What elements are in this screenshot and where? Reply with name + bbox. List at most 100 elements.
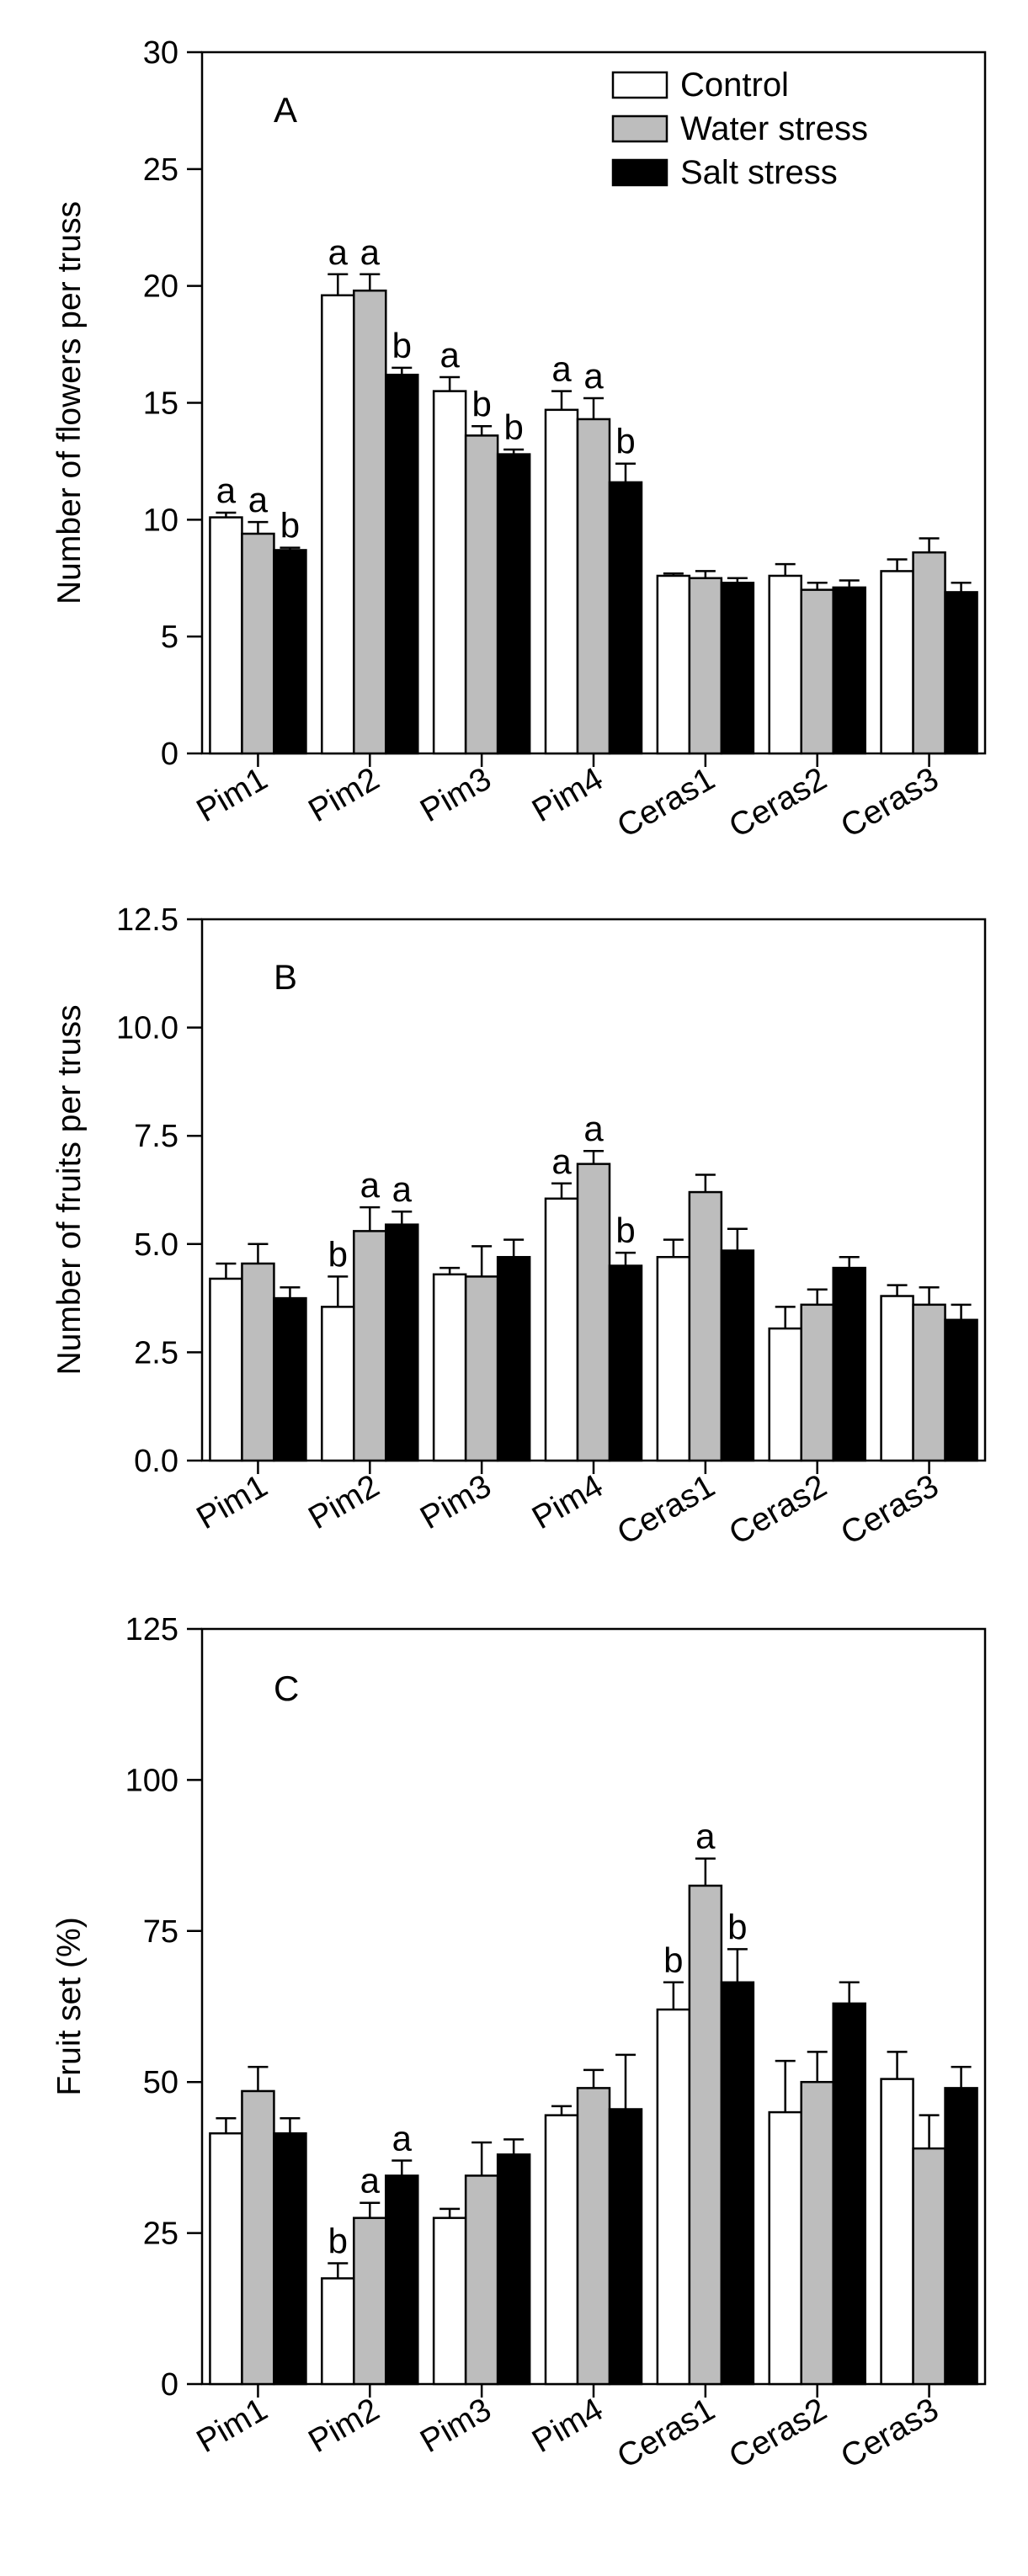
significance-letter: b	[328, 1234, 348, 1274]
x-tick-label: Ceras1	[611, 2392, 721, 2476]
y-tick-label: 30	[143, 35, 178, 71]
bar-control	[656, 1255, 691, 1462]
bar-water-stress	[241, 532, 275, 755]
bar-control	[432, 390, 467, 755]
bar-control	[432, 2217, 467, 2386]
x-tick-label: Ceras1	[611, 761, 721, 845]
bar-salt-stress	[944, 1318, 978, 1462]
significance-letter: a	[583, 1109, 604, 1148]
y-tick-label: 20	[143, 269, 178, 305]
legend-label: Salt stress	[680, 154, 838, 191]
bar-water-stress	[464, 1275, 499, 1462]
bar-control	[209, 516, 243, 755]
bar-salt-stress	[385, 1223, 419, 1462]
bar-water-stress	[800, 1303, 834, 1462]
significance-letter: b	[280, 506, 300, 546]
significance-letter: b	[615, 1211, 635, 1250]
y-tick-label: 2.5	[134, 1335, 178, 1370]
legend: Control Water stress Salt stress	[611, 67, 868, 191]
bar-salt-stress	[832, 2002, 866, 2386]
x-tick-label: Ceras1	[611, 1468, 721, 1552]
x-tick-label: Pim4	[526, 1468, 609, 1537]
x-tick-label: Pim3	[414, 761, 497, 830]
panel-b: 0.0 2.5 5.0 7.5 10.0 12.5 Number of fruits per…	[51, 902, 987, 1552]
significance-letter: b	[663, 1940, 683, 1980]
legend-label: Control	[680, 67, 789, 104]
y-axis-label: Fruit set (%)	[51, 1917, 88, 2095]
x-tick-label: Ceras2	[723, 2392, 833, 2476]
bar-control	[432, 1273, 467, 1462]
bar-water-stress	[353, 2217, 387, 2386]
bar-control	[544, 1197, 579, 1462]
x-tick-label: Pim4	[526, 761, 609, 830]
bar-water-stress	[464, 434, 499, 755]
bar-salt-stress	[496, 1255, 531, 1462]
panel-label: A	[274, 90, 297, 130]
bar-control	[544, 2114, 579, 2386]
x-tick-label: Pim1	[190, 761, 273, 830]
y-tick-label: 50	[143, 2065, 178, 2100]
bar-salt-stress	[720, 582, 755, 755]
x-tick-label: Pim4	[526, 2392, 609, 2461]
bar-water-stress	[688, 1190, 723, 1462]
bar-water-stress	[688, 577, 723, 755]
y-tick-label: 125	[125, 1612, 178, 1647]
significance-letter: a	[695, 1817, 716, 1856]
significance-letter: a	[328, 232, 349, 272]
bar-salt-stress	[832, 586, 866, 755]
legend-label: Water stress	[680, 110, 868, 147]
bar-control	[321, 1306, 355, 1462]
legend-swatch	[611, 114, 668, 143]
y-tick-label: 10.0	[116, 1011, 178, 1046]
significance-letter: a	[360, 1165, 381, 1205]
bar-salt-stress	[832, 1266, 866, 1462]
y-tick-label: 5.0	[134, 1227, 178, 1263]
y-tick-label: 100	[125, 1763, 178, 1798]
x-tick-label: Ceras3	[835, 2392, 945, 2476]
y-tick-label: 0	[161, 2367, 178, 2403]
significance-letter: a	[392, 1169, 413, 1209]
bar-control	[209, 1277, 243, 1462]
significance-letter: a	[248, 480, 269, 519]
bar-water-stress	[912, 1303, 946, 1462]
y-tick-label: 0	[161, 737, 178, 772]
bar-water-stress	[353, 1230, 387, 1462]
bar-salt-stress	[720, 1249, 755, 1462]
y-tick-label: 25	[143, 152, 178, 188]
bar-water-stress	[241, 2089, 275, 2386]
bar-control	[768, 2110, 802, 2386]
panel-label: B	[274, 957, 297, 997]
x-tick-label: Pim1	[190, 2392, 273, 2461]
bar-salt-stress	[385, 373, 419, 755]
bar-salt-stress	[944, 591, 978, 755]
bar-salt-stress	[608, 481, 643, 755]
panel-label: C	[274, 1669, 299, 1708]
bar-water-stress	[800, 2080, 834, 2386]
bar-control	[321, 294, 355, 755]
bar-salt-stress	[608, 2108, 643, 2386]
bar-control	[768, 574, 802, 755]
bar-water-stress	[353, 289, 387, 755]
bar-water-stress	[912, 551, 946, 755]
y-axis-label: Number of fruits per truss	[51, 1005, 88, 1376]
significance-letter: b	[392, 326, 412, 365]
significance-letter: a	[216, 471, 237, 510]
x-tick-label: Ceras3	[835, 761, 945, 845]
bar-control	[544, 408, 579, 755]
x-tick-label: Pim2	[302, 2392, 385, 2461]
bar-control	[880, 570, 914, 755]
bar-water-stress	[912, 2147, 946, 2386]
y-tick-label: 25	[143, 2217, 178, 2252]
significance-letter: a	[551, 349, 572, 389]
significance-letter: b	[727, 1907, 747, 1946]
bar-control	[209, 2132, 243, 2386]
x-tick-label: Ceras2	[723, 761, 833, 845]
significance-letter: a	[360, 232, 381, 272]
significance-letter: a	[551, 1142, 572, 1181]
bar-salt-stress	[385, 2174, 419, 2386]
x-tick-label: Pim3	[414, 2392, 497, 2461]
y-tick-label: 10	[143, 503, 178, 538]
bar-water-stress	[576, 418, 611, 755]
panel-a: 0 5 10 15 20 25 30 Number of flowers per truss A…	[51, 35, 987, 845]
